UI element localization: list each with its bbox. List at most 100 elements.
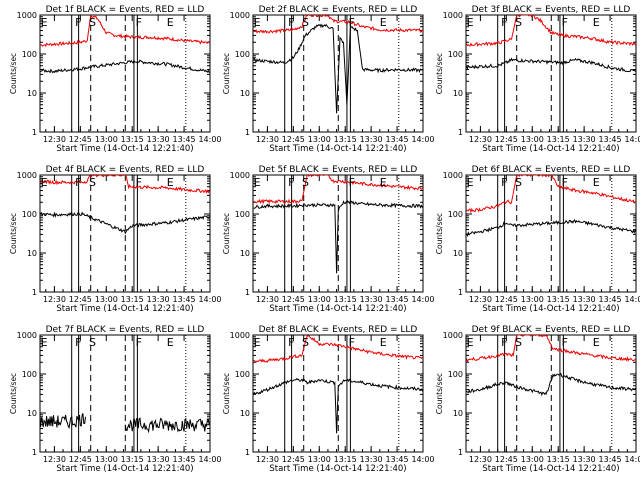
y-tick-label: 1000 (443, 171, 463, 180)
x-tick-label: 13:45 (599, 135, 622, 144)
x-tick-label: 13:00 (308, 135, 331, 144)
y-axis-label: Counts/sec (435, 53, 444, 94)
panel-det-7: Det 7f BLACK = Events, RED = LLD 1 10 100 10… (9, 325, 222, 474)
y-tick-label: 10 (453, 249, 463, 258)
y-tick-label: 100 (235, 210, 250, 219)
interval-marker: F (501, 176, 507, 189)
x-tick-label: 12:30 (256, 455, 279, 464)
y-tick-label: 1000 (443, 331, 463, 340)
plot-area (466, 175, 636, 292)
interval-marker: F (288, 176, 294, 189)
x-tick-label: 13:00 (521, 295, 544, 304)
panel-det-2: Det 2f BLACK = Events, RED = LLD 1 10 100 10… (222, 5, 435, 154)
x-tick-label: 12:30 (43, 455, 66, 464)
x-tick-label: 12:30 (43, 295, 66, 304)
y-tick-label: 10 (453, 409, 463, 418)
y-tick-label: 1 (245, 448, 250, 457)
plot-area (40, 335, 210, 452)
y-axis-label: Counts/sec (222, 53, 231, 94)
panel-det-8: Det 8f BLACK = Events, RED = LLD 1 10 100 10… (222, 325, 435, 474)
panel-title: Det 9f BLACK = Events, RED = LLD (472, 325, 631, 335)
x-tick-label: 13:00 (95, 455, 118, 464)
series-events-black (253, 377, 423, 434)
interval-marker: F (349, 16, 355, 29)
x-axis-label: Start Time (14-Oct-14 12:21:40) (269, 464, 406, 474)
x-tick-label: 13:00 (521, 135, 544, 144)
x-tick-label: 13:45 (386, 295, 409, 304)
x-tick-label: 13:30 (147, 455, 170, 464)
x-tick-label: 13:45 (386, 455, 409, 464)
panel-det-1: Det 1f BLACK = Events, RED = LLD 1 10 100 10… (9, 5, 222, 154)
x-tick-label: 12:45 (495, 135, 518, 144)
interval-marker: E (380, 176, 387, 189)
x-tick-label: 13:15 (547, 295, 570, 304)
y-tick-label: 100 (22, 370, 37, 379)
interval-marker: F (288, 336, 294, 349)
interval-marker: E (593, 176, 600, 189)
plot-frame (39, 14, 211, 133)
x-tick-label: 12:30 (43, 135, 66, 144)
x-tick-label: 13:30 (360, 295, 383, 304)
interval-marker: F (136, 176, 142, 189)
x-tick-label: 14:00 (411, 135, 434, 144)
x-tick-label: 13:15 (121, 135, 144, 144)
interval-marker: E (254, 176, 261, 189)
x-axis-label: Start Time (14-Oct-14 12:21:40) (482, 464, 619, 474)
interval-marker: F (562, 336, 568, 349)
interval-marker: E (254, 16, 261, 29)
x-axis-label: Start Time (14-Oct-14 12:21:40) (269, 144, 406, 154)
panel-det-9: Det 9f BLACK = Events, RED = LLD 1 10 100 10… (435, 325, 640, 474)
x-tick-label: 13:15 (334, 135, 357, 144)
x-tick-label: 13:45 (173, 295, 196, 304)
panel-det-3: Det 3f BLACK = Events, RED = LLD 1 10 100 10… (435, 5, 640, 154)
interval-marker: S (515, 16, 522, 29)
interval-marker: E (167, 176, 174, 189)
x-tick-label: 13:00 (521, 455, 544, 464)
interval-marker: F (75, 336, 81, 349)
series-lld-red (40, 15, 210, 48)
interval-marker: E (254, 336, 261, 349)
y-tick-label: 1 (32, 448, 37, 457)
series-events-black (466, 372, 636, 397)
y-axis-label: Counts/sec (222, 213, 231, 254)
y-tick-label: 100 (448, 210, 463, 219)
plot-area (466, 15, 636, 132)
panel-title: Det 7f BLACK = Events, RED = LLD (46, 325, 205, 335)
interval-marker: E (41, 16, 48, 29)
interval-marker: S (302, 176, 309, 189)
y-tick-label: 1000 (17, 331, 37, 340)
interval-marker: F (562, 176, 568, 189)
x-tick-label: 14:00 (624, 135, 640, 144)
y-tick-label: 100 (448, 50, 463, 59)
y-tick-label: 1000 (443, 11, 463, 20)
x-tick-label: 12:30 (256, 135, 279, 144)
y-axis-label: Counts/sec (9, 373, 18, 414)
interval-marker: E (593, 336, 600, 349)
y-tick-label: 1000 (230, 11, 250, 20)
y-tick-label: 1 (245, 128, 250, 137)
series-events-black (466, 219, 636, 238)
x-tick-label: 14:00 (198, 135, 221, 144)
panel-title: Det 8f BLACK = Events, RED = LLD (259, 325, 418, 335)
series-lld-red (253, 335, 423, 363)
series-lld-red (253, 15, 423, 34)
interval-marker: E (467, 16, 474, 29)
panel-det-6: Det 6f BLACK = Events, RED = LLD 1 10 100 10… (435, 165, 640, 314)
plot-area (40, 15, 210, 132)
x-tick-label: 14:00 (624, 455, 640, 464)
y-tick-label: 1000 (17, 11, 37, 20)
y-tick-label: 100 (448, 370, 463, 379)
plot-area (253, 335, 423, 452)
x-tick-label: 13:45 (599, 295, 622, 304)
x-axis-label: Start Time (14-Oct-14 12:21:40) (56, 144, 193, 154)
x-tick-label: 14:00 (411, 455, 434, 464)
y-tick-label: 100 (22, 50, 37, 59)
interval-marker: F (75, 16, 81, 29)
x-tick-label: 12:45 (282, 455, 305, 464)
x-tick-label: 14:00 (198, 295, 221, 304)
interval-marker: E (467, 176, 474, 189)
x-tick-label: 12:30 (469, 135, 492, 144)
panel-det-5: Det 5f BLACK = Events, RED = LLD 1 10 100 10… (222, 165, 435, 314)
series-events-black (253, 200, 423, 274)
series-events-black (253, 23, 423, 114)
